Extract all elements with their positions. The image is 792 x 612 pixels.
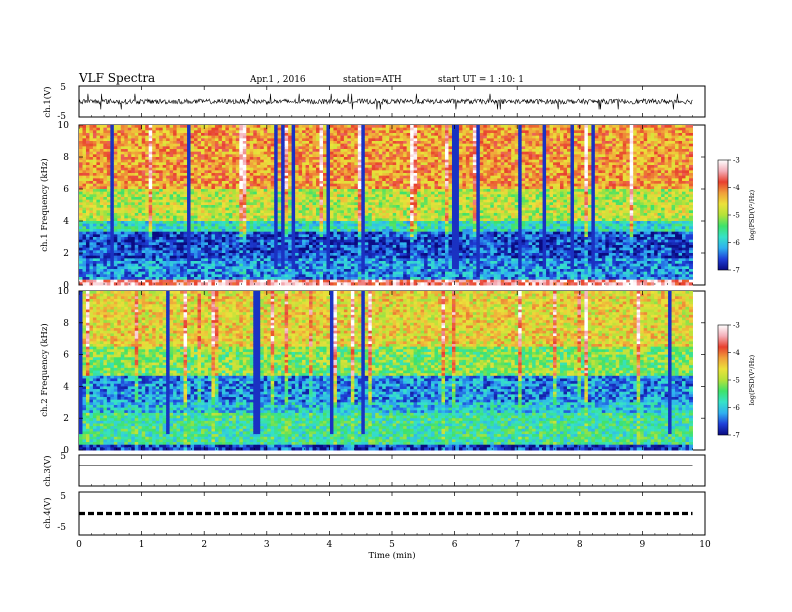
spectrogram-cell [285, 282, 289, 285]
spectrogram-cell [330, 282, 334, 285]
spectrogram-cell [253, 282, 257, 285]
spectrogram-cell [145, 282, 149, 285]
spectrogram-cell [110, 282, 114, 285]
spectrogram-cell [184, 282, 188, 285]
spectrogram-cell [260, 282, 264, 285]
spectrogram-cell [250, 282, 254, 285]
spectrogram-cell [124, 282, 128, 285]
spectrogram-cell [267, 282, 271, 285]
spectrogram-cell [292, 282, 296, 285]
spectrogram-cell [194, 282, 198, 285]
spectrogram-cell [239, 282, 243, 285]
ch1-waveform-ylabel: ch.1(V) [42, 86, 53, 117]
ch1-waveform-frame [79, 86, 705, 117]
spectrogram-cell [156, 282, 160, 285]
spectrogram-cell [306, 282, 310, 285]
spectrogram-cell [225, 282, 229, 285]
spectrogram-cell [117, 282, 121, 285]
spectrogram-cell [191, 282, 195, 285]
spectrogram-cell [86, 282, 90, 285]
spectrogram-cell [93, 282, 97, 285]
spectrogram-cell [218, 282, 222, 285]
spectrogram-cell [163, 282, 167, 285]
spectrogram-cell [135, 282, 139, 285]
spectrogram-cell [100, 282, 104, 285]
spectrogram-cell [347, 282, 351, 285]
spectrogram-cell [326, 282, 330, 285]
spectrogram-cell [271, 282, 275, 285]
spectrogram-cell [121, 282, 125, 285]
spectrogram-cell [257, 282, 261, 285]
spectrogram-cell [354, 282, 358, 285]
figure-title: VLF Spectra [78, 71, 155, 85]
spectrogram-cell [82, 282, 86, 285]
spectrogram-cell [204, 282, 208, 285]
ch1-spectrogram-image [79, 125, 693, 286]
spectrogram-cell [309, 282, 313, 285]
spectrogram-cell [299, 282, 303, 285]
spectrogram-cell [361, 282, 365, 285]
spectrogram-cell [288, 282, 292, 285]
spectrogram-cell [243, 282, 247, 285]
spectrogram-cell [211, 282, 215, 285]
spectrogram-cell [208, 282, 212, 285]
station-label: station=ATH [343, 75, 402, 85]
spectrogram-cell [274, 282, 278, 285]
spectrogram-cell [187, 282, 191, 285]
spectrogram-cell [295, 282, 299, 285]
spectrogram-cell [320, 282, 324, 285]
spectrogram-cell [316, 282, 320, 285]
spectrogram-cell [114, 282, 118, 285]
spectrogram-cell [170, 282, 174, 285]
spectrogram-cell [142, 282, 146, 285]
spectrogram-cell [177, 282, 181, 285]
spectrogram-cell [281, 282, 285, 285]
spectrogram-cell [358, 282, 362, 285]
start-time-label: start UT = 1 :10: 1 [438, 75, 524, 85]
spectrogram-cell [149, 282, 153, 285]
spectrogram-cell [278, 282, 282, 285]
spectrogram-cell [96, 282, 100, 285]
spectrogram-cell [323, 282, 327, 285]
spectrogram-cell [337, 282, 341, 285]
spectrogram-cell [128, 282, 132, 285]
spectrogram-cell [344, 282, 348, 285]
vlf-spectra-figure: VLF Spectra Apr.1 , 2016 station=ATH sta… [0, 0, 792, 612]
spectrogram-cell [198, 282, 202, 285]
spectrogram-cell [302, 282, 306, 285]
spectrogram-cell [180, 282, 184, 285]
ch1-ytick-top: 5 [60, 83, 66, 93]
spectrogram-cell [222, 282, 226, 285]
date-label: Apr.1 , 2016 [249, 75, 306, 85]
spectrogram-cell [333, 282, 337, 285]
spectrogram-cell [236, 282, 240, 285]
spectrogram-cell [131, 282, 135, 285]
spectrogram-cell [340, 282, 344, 285]
spectrogram-cell [232, 282, 236, 285]
spectrogram-cell [173, 282, 177, 285]
spectrogram-cell [313, 282, 317, 285]
spectrogram-cell [159, 282, 163, 285]
spectrogram-cell [107, 282, 111, 285]
spectrogram-cell [246, 282, 250, 285]
